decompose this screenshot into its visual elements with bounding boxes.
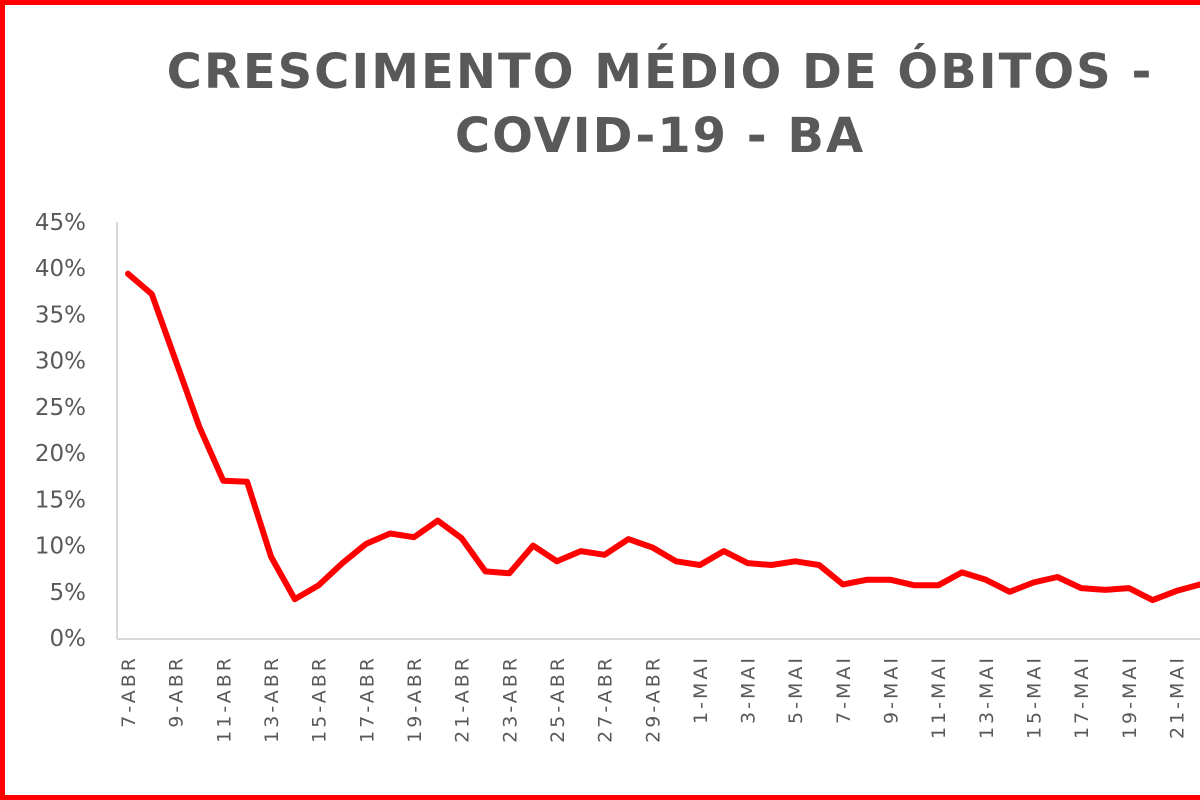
x-tick-label: 13-MAI (976, 655, 998, 739)
x-tick-label: 1-MAI (690, 655, 712, 724)
x-axis: 7-ABR 9-ABR 11-ABR 13-ABR 15-ABR 17-ABR 19-ABR… (118, 655, 1189, 743)
x-tick-label: 13-ABR (261, 655, 283, 743)
y-tick-label: 45% (35, 210, 86, 236)
x-tick-label: 29-ABR (642, 655, 664, 743)
x-tick-label: 23-ABR (499, 655, 521, 743)
x-tick-label: 5-MAI (785, 655, 807, 724)
x-tick-label: 11-ABR (213, 655, 235, 743)
x-tick-label: 21-MAI (1167, 655, 1189, 739)
x-tick-label: 7-MAI (833, 655, 855, 724)
x-tick-label: 25-ABR (547, 655, 569, 743)
y-tick-label: 0% (50, 626, 87, 652)
y-tick-label: 15% (35, 487, 86, 513)
y-tick-label: 20% (35, 441, 86, 467)
y-tick-label: 35% (35, 302, 86, 328)
y-tick-label: 25% (35, 395, 86, 421)
x-tick-label: 11-MAI (928, 655, 950, 739)
chart-title-line-2: COVID-19 - BA (454, 108, 866, 164)
x-tick-label: 15-ABR (309, 655, 331, 743)
x-tick-label: 7-ABR (118, 655, 140, 728)
x-tick-label: 9-MAI (881, 655, 903, 724)
y-axis: 0% 5% 10% 15% 20% 25% 30% 35% 40% 45% (35, 210, 86, 652)
y-tick-label: 5% (50, 580, 87, 606)
x-tick-label: 3-MAI (738, 655, 760, 724)
data-series-line (125, 270, 1200, 604)
x-tick-label: 17-MAI (1071, 655, 1093, 739)
y-tick-label: 30% (35, 349, 86, 375)
chart-title: CRESCIMENTO MÉDIO DE ÓBITOS - COVID-19 -… (120, 40, 1200, 168)
x-tick-label: 19-MAI (1119, 655, 1141, 739)
chart-title-line-1: CRESCIMENTO MÉDIO DE ÓBITOS - (166, 44, 1154, 100)
x-tick-label: 17-ABR (356, 655, 378, 743)
y-tick-label: 40% (35, 256, 86, 282)
x-tick-label: 19-ABR (404, 655, 426, 743)
x-tick-label: 21-ABR (452, 655, 474, 743)
x-tick-label: 27-ABR (595, 655, 617, 743)
x-tick-label: 15-MAI (1024, 655, 1046, 739)
y-tick-label: 10% (35, 534, 86, 560)
x-tick-label: 9-ABR (166, 655, 188, 728)
